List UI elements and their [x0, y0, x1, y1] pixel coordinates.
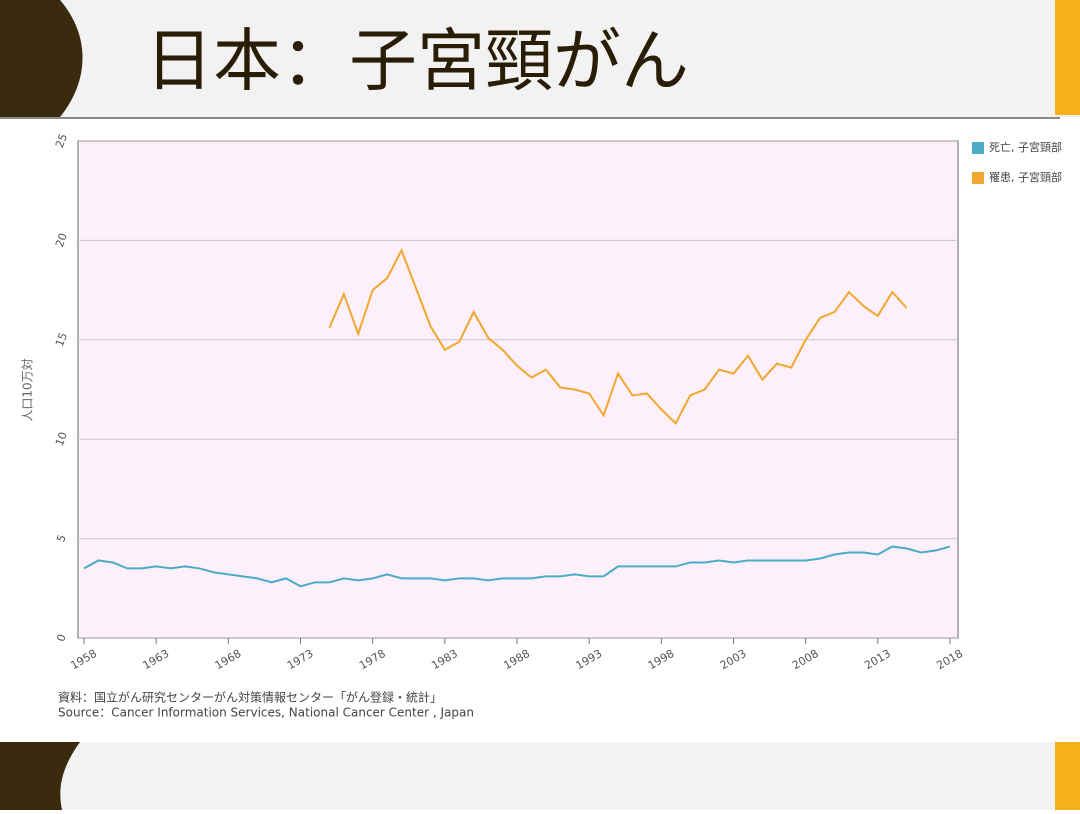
x-tick-label: 2013: [862, 647, 893, 672]
legend-swatch: [972, 142, 984, 154]
footer-accent: [1055, 742, 1080, 810]
x-tick-label: 1973: [285, 647, 316, 672]
y-tick-label: 0: [54, 632, 69, 643]
series-line: [328, 247, 908, 425]
x-tick-label: 2008: [790, 647, 821, 672]
x-tick-label: 2018: [934, 647, 965, 672]
y-tick-label: 5: [54, 533, 69, 544]
x-tick-label: 1993: [574, 647, 605, 672]
series-line: [83, 545, 951, 588]
legend-label: 死亡, 子宮頸部: [989, 140, 1062, 154]
x-tick-label: 1963: [141, 647, 172, 672]
source-note: Source：Cancer Information Services, Nati…: [58, 706, 474, 720]
y-axis-label: 人口10万対: [21, 358, 35, 421]
slide-title: 日本：子宮頸がん: [145, 23, 689, 102]
plot-area: [77, 140, 959, 639]
y-tick-label: 25: [53, 132, 70, 150]
source-note: 資料：国立がん研究センターがん対策情報センター「がん登録・統計」: [58, 690, 442, 705]
y-tick-label: 20: [53, 231, 70, 249]
x-tick-label: 1978: [357, 647, 388, 672]
footer-decoration: [0, 742, 80, 810]
x-tick-label: 1958: [68, 647, 99, 672]
x-tick-label: 1968: [213, 647, 244, 672]
x-tick-label: 1988: [501, 647, 532, 672]
footer-band: [0, 742, 1080, 810]
x-tick-label: 1998: [646, 647, 677, 672]
x-tick-label: 2003: [718, 647, 749, 672]
header-accent: [1055, 0, 1080, 115]
x-tick-label: 1983: [429, 647, 460, 672]
header-decoration: [0, 0, 83, 117]
legend-swatch: [972, 172, 984, 184]
legend-label: 罹患, 子宮頸部: [989, 170, 1062, 184]
header-band: [0, 0, 1080, 117]
y-tick-label: 10: [53, 430, 70, 448]
y-tick-label: 15: [53, 331, 70, 349]
